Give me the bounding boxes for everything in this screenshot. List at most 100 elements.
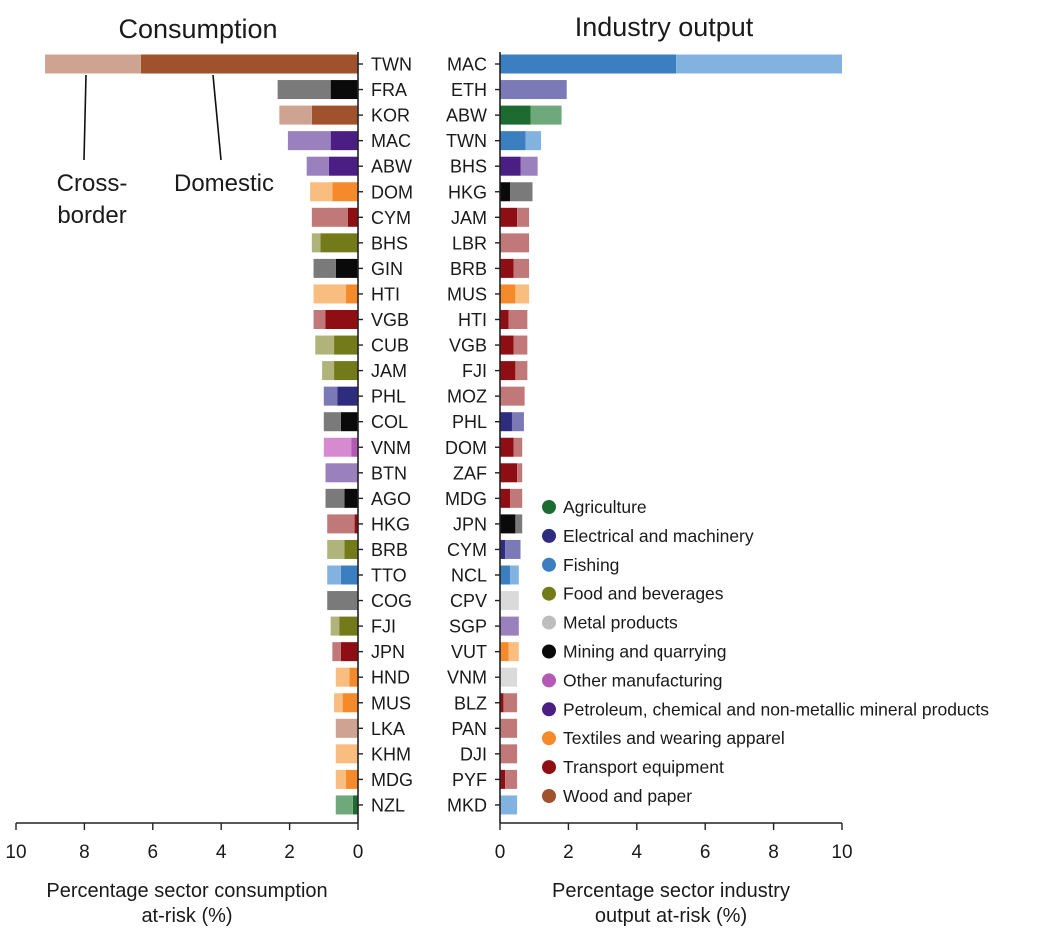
consumption-bar-lka-cross-border (335, 718, 358, 738)
industry-output-bar-ncl-cross-border (510, 565, 519, 585)
industry-output-bar-dom-domestic (500, 437, 514, 457)
industry-output-xtick-label-2: 2 (563, 842, 574, 863)
industry-output-bar-lbr-cross-border (500, 233, 530, 253)
consumption-bar-kor-cross-border (279, 105, 312, 125)
legend-label-transport-equipment: Transport equipment (563, 757, 724, 777)
consumption-bar-phl-domestic (337, 386, 358, 406)
industry-output-bar-zaf-domestic (500, 463, 518, 483)
industry-output-bar-mdg-domestic (500, 488, 511, 508)
industry-output-label-vut: VUT (451, 642, 487, 662)
consumption-label-nzl: NZL (371, 795, 405, 815)
consumption-bar-bhs-cross-border (311, 233, 321, 253)
industry-output-bar-mac-cross-border (676, 54, 842, 74)
legend: Agriculture Electrical and machinery Fishi… (542, 497, 989, 806)
industry-output-bar-jam-cross-border (517, 207, 530, 227)
industry-output-country-labels: MAC ETH ABW TWN BHS HKG JAM LBR BRB MUS HTI VGB FJI M… (445, 55, 500, 815)
consumption-xtick-label-4: 4 (216, 842, 227, 863)
industry-output-bar-eth-cross-border (500, 80, 567, 100)
consumption-label-kor: KOR (371, 106, 410, 126)
industry-output-bar-hkg-cross-border (510, 182, 533, 202)
industry-output-bar-phl-domestic (500, 412, 512, 432)
consumption-bar-twn-domestic (140, 54, 358, 74)
consumption-label-lka: LKA (371, 719, 405, 739)
consumption-bar-mdg-domestic (346, 769, 358, 789)
consumption-bar-tto-cross-border (327, 565, 341, 585)
industry-output-label-pyf: PYF (452, 770, 487, 790)
industry-output-bar-blz-cross-border (503, 693, 518, 713)
legend-swatch-textiles-and-wearing-apparel (542, 731, 556, 746)
consumption-bar-col-domestic (340, 412, 358, 432)
industry-output-bar-brb-cross-border (513, 258, 530, 278)
consumption-label-hnd: HND (371, 668, 410, 688)
domestic-annotation: Domestic (174, 170, 274, 197)
industry-output-label-mac: MAC (447, 55, 487, 75)
consumption-bar-cub-domestic (334, 335, 358, 355)
consumption-label-fji: FJI (371, 617, 396, 637)
consumption-x-title-line2: at-risk (%) (141, 905, 232, 927)
cross-border-pointer (83, 74, 87, 161)
industry-output-bar-zaf-cross-border (517, 463, 523, 483)
consumption-xtick-label-0: 0 (353, 842, 364, 863)
consumption-bar-jpn-domestic (340, 642, 358, 662)
consumption-bar-abw-domestic (328, 156, 358, 176)
legend-label-other-manufacturing: Other manufacturing (563, 670, 723, 690)
consumption-label-abw: ABW (371, 157, 412, 177)
industry-output-bar-jpn-domestic (500, 514, 516, 534)
industry-output-bar-pyf-cross-border (505, 769, 518, 789)
consumption-bar-hnd-cross-border (335, 667, 350, 687)
consumption-bar-mdg-cross-border (335, 769, 347, 789)
consumption-bar-jam-domestic (334, 361, 358, 381)
industry-output-label-cym: CYM (447, 540, 487, 560)
consumption-xtick-label-2: 2 (284, 842, 295, 863)
industry-output-bar-cym-domestic (500, 539, 506, 559)
consumption-bars (45, 54, 358, 815)
industry-output-bar-vgb-domestic (500, 335, 514, 355)
consumption-xtick-label-8: 8 (79, 842, 90, 863)
consumption-bar-fra-domestic (330, 80, 358, 100)
legend-swatch-electrical-and-machinery (542, 528, 556, 543)
industry-output-bar-hti-domestic (500, 310, 509, 329)
industry-output-bar-vnm-cross-border (500, 667, 518, 687)
consumption-label-cog: COG (371, 591, 412, 611)
industry-output-label-eth: ETH (451, 80, 487, 100)
consumption-bar-phl-cross-border (323, 386, 338, 406)
consumption-label-gin: GIN (371, 259, 403, 279)
consumption-bar-ago-domestic (344, 488, 358, 508)
industry-output-bar-mkd-cross-border (500, 795, 518, 815)
consumption-bar-vgb-cross-border (313, 310, 326, 329)
consumption-label-jpn: JPN (371, 642, 405, 662)
consumption-bar-nzl-domestic (352, 795, 358, 815)
consumption-bar-cym-cross-border (311, 207, 348, 227)
consumption-bar-cym-domestic (347, 207, 358, 227)
industry-output-bar-cpv-cross-border (500, 591, 519, 611)
legend-swatch-transport-equipment (542, 760, 556, 775)
consumption-bar-mac-cross-border (287, 131, 331, 151)
industry-output-xtick-label-10: 10 (831, 842, 852, 863)
industry-output-bar-mac-domestic (500, 54, 677, 74)
consumption-label-hti: HTI (371, 284, 400, 304)
consumption-bar-gin-cross-border (313, 258, 336, 278)
industry-output-label-blz: BLZ (454, 693, 487, 713)
consumption-label-mac: MAC (371, 131, 411, 151)
industry-output-bar-ncl-domestic (500, 565, 511, 585)
consumption-label-khm: KHM (371, 744, 411, 764)
industry-output-bar-sgp-cross-border (500, 616, 519, 636)
consumption-label-dom: DOM (371, 182, 413, 202)
legend-swatch-agriculture (542, 500, 556, 514)
consumption-label-cub: CUB (371, 336, 409, 356)
industry-output-bar-abw-cross-border (530, 105, 562, 125)
industry-output-bar-fji-domestic (500, 361, 516, 381)
industry-output-label-jam: JAM (451, 208, 487, 228)
industry-output-label-moz: MOZ (447, 387, 487, 407)
legend-swatch-petroleum-chemical-and-non-metallic-mineral-products (542, 702, 556, 717)
industry-output-label-sgp: SGP (449, 617, 487, 637)
legend-label-textiles-and-wearing-apparel: Textiles and wearing apparel (563, 728, 785, 748)
consumption-bar-dom-cross-border (310, 182, 333, 202)
industry-output-x-ticks: 0 2 4 6 8 10 (495, 823, 853, 863)
consumption-label-vnm: VNM (371, 438, 411, 458)
industry-output-bar-twn-domestic (500, 131, 526, 151)
industry-output-xtick-label-4: 4 (632, 842, 643, 863)
consumption-label-cym: CYM (371, 208, 411, 228)
consumption-bar-mus-cross-border (334, 693, 343, 713)
